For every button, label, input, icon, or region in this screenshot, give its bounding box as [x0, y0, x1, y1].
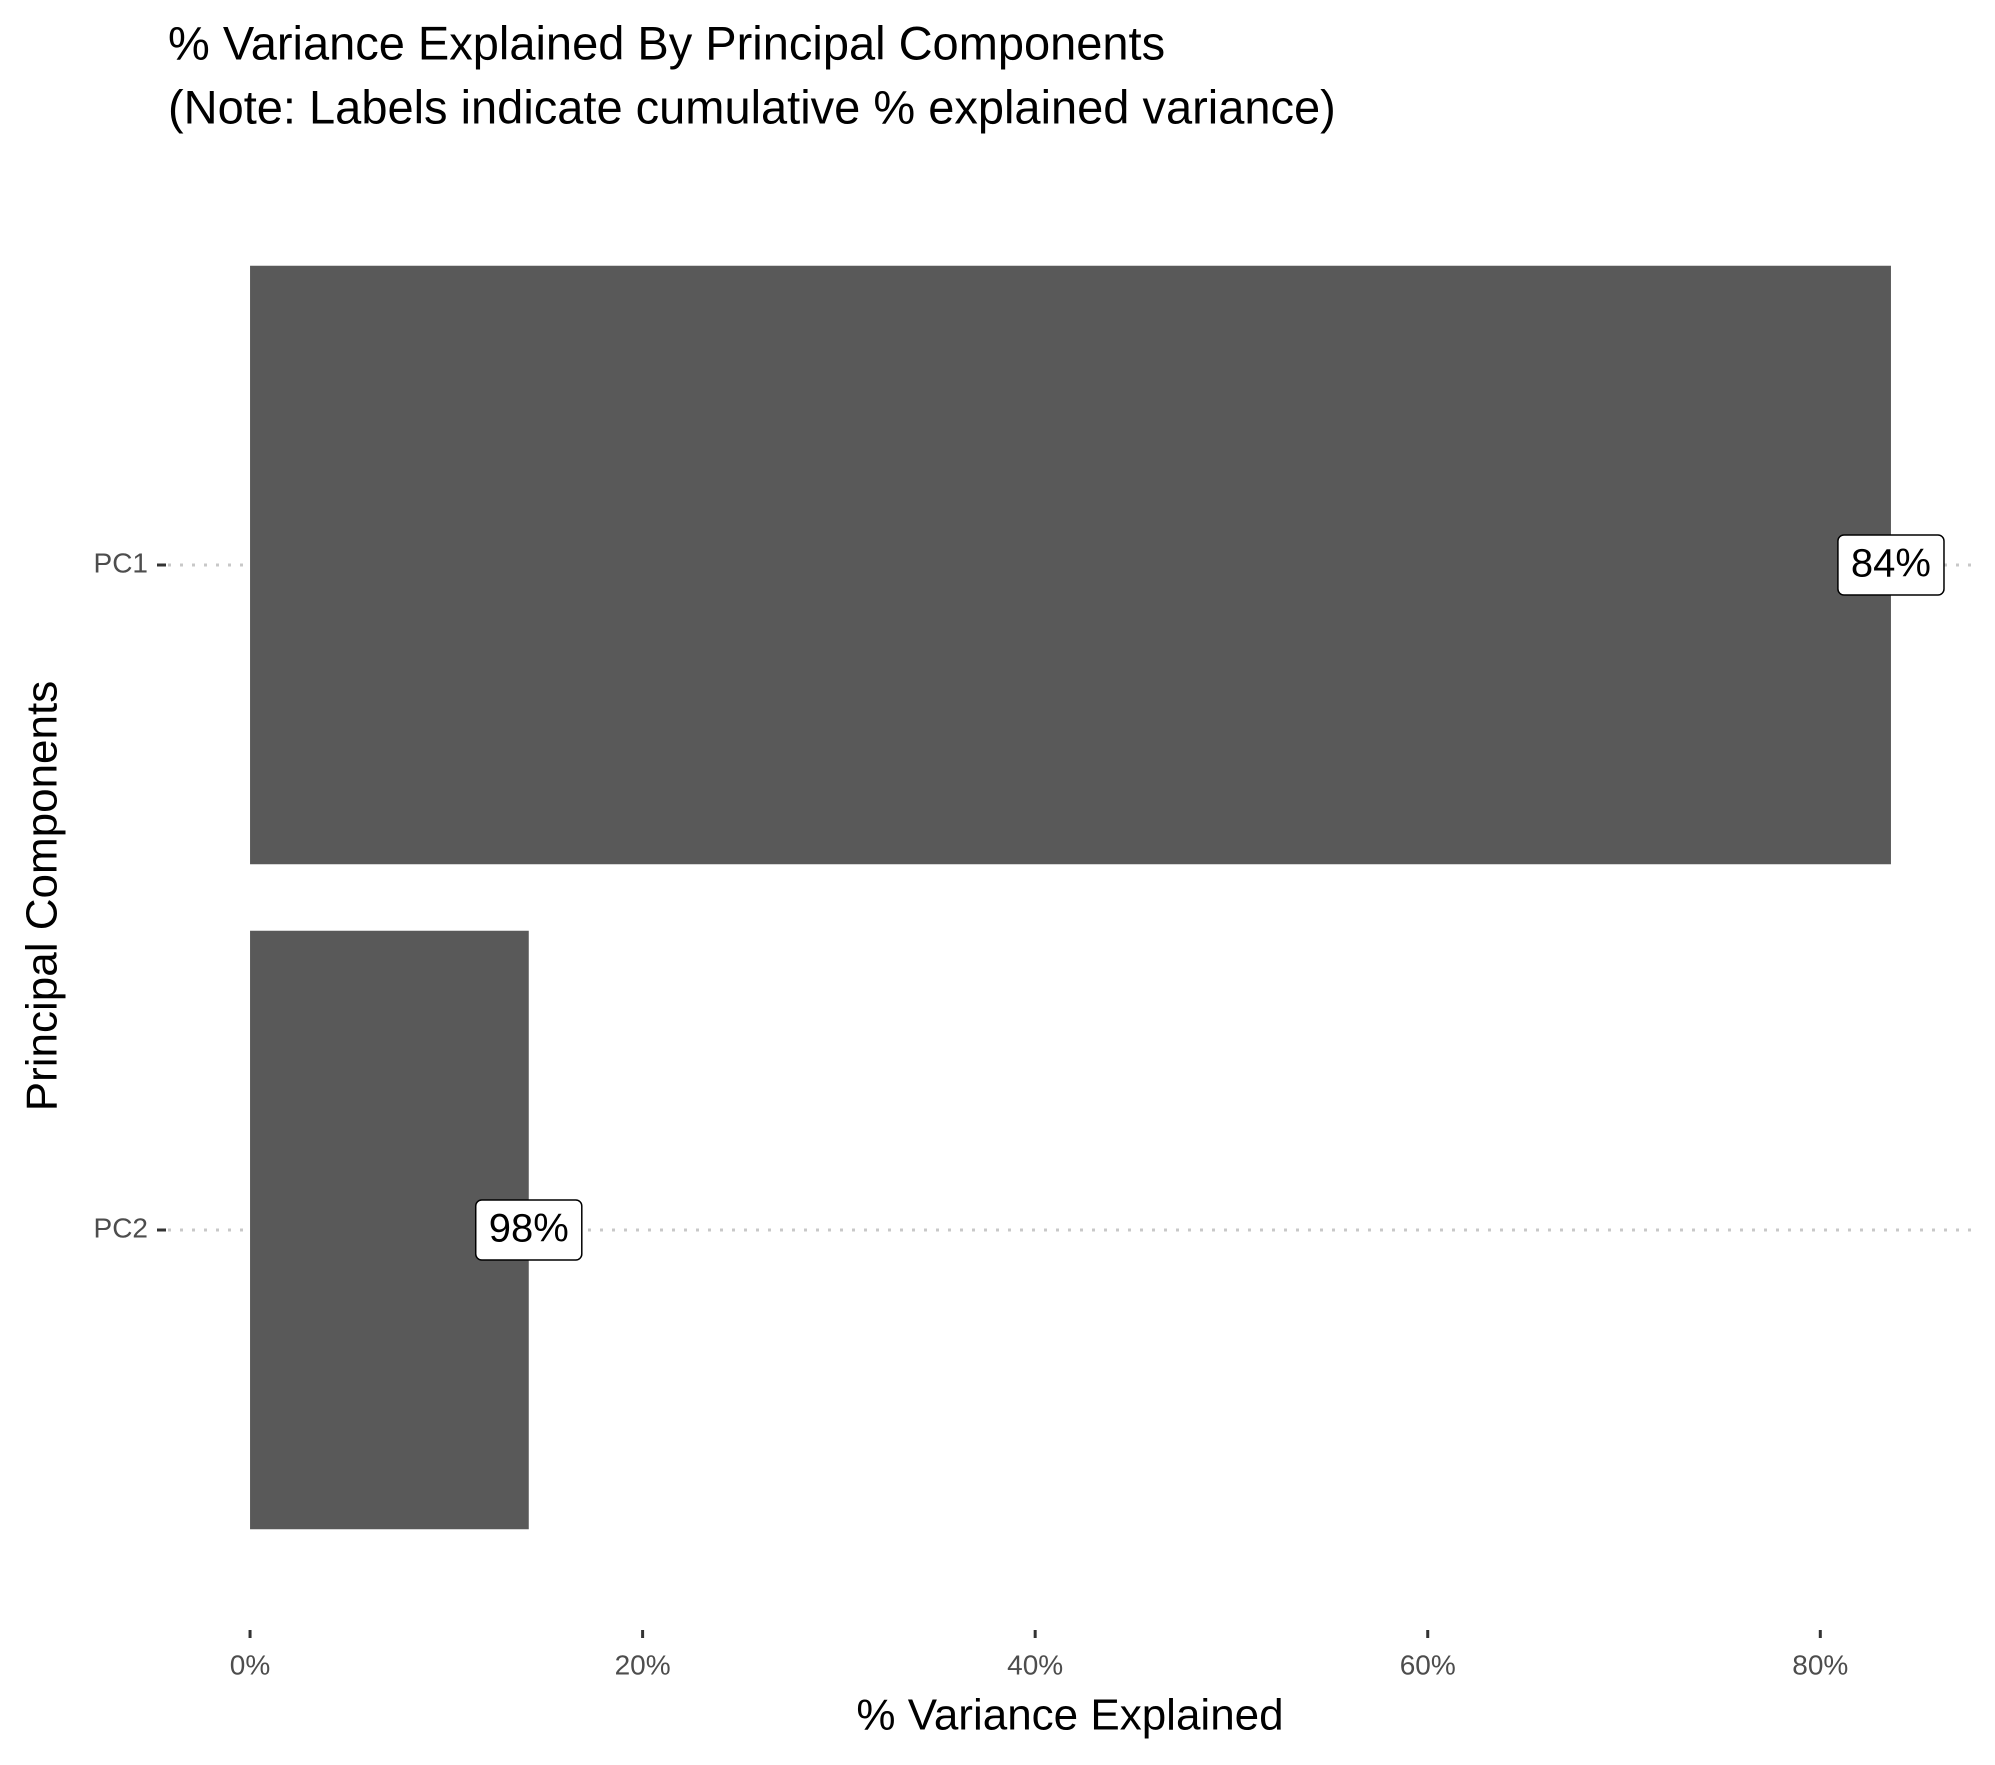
bar-label: 84% [1851, 542, 1931, 586]
x-tick-label: 40% [1007, 1649, 1063, 1680]
bar-label: 98% [489, 1207, 569, 1251]
y-tick-label: PC1 [94, 547, 148, 578]
x-axis-title: % Variance Explained [856, 1691, 1283, 1740]
x-tick-label: 0% [230, 1649, 270, 1680]
y-tick-label: PC2 [94, 1212, 148, 1243]
bar-label-box [474, 1199, 583, 1261]
chart-title: % Variance Explained By Principal Compon… [168, 16, 1165, 69]
bar [250, 265, 1891, 865]
y-axis-title: Principal Components [18, 681, 67, 1111]
x-tick-label: 60% [1400, 1649, 1456, 1680]
x-tick-label: 80% [1792, 1649, 1848, 1680]
bar-label-box [1837, 534, 1945, 596]
x-tick-label: 20% [615, 1649, 671, 1680]
chart-subtitle: (Note: Labels indicate cumulative % expl… [168, 80, 1336, 133]
